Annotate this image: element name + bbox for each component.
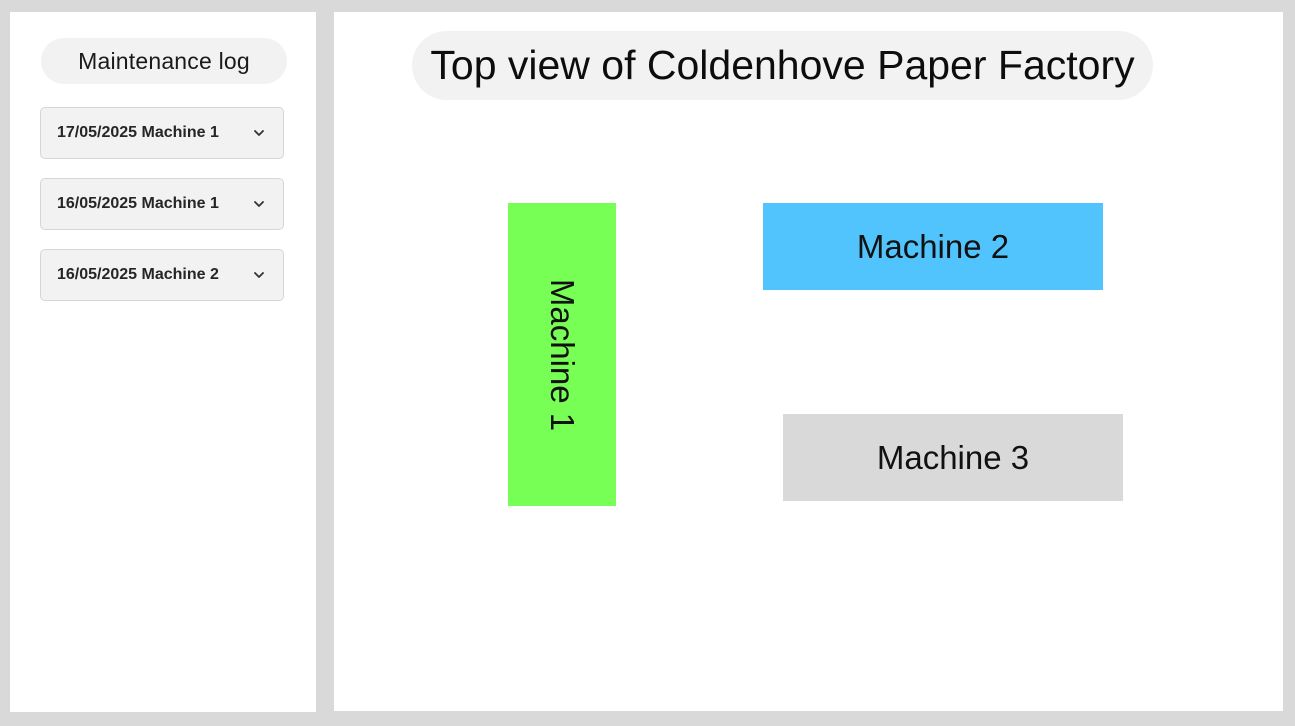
maintenance-log-title: Maintenance log [41,38,287,84]
maintenance-sidebar: Maintenance log 17/05/2025 Machine 1 16/… [10,12,316,712]
log-entry-16-05-machine-1[interactable]: 16/05/2025 Machine 1 [40,178,284,230]
machine-2-block[interactable]: Machine 2 [763,203,1103,290]
log-entry-16-05-machine-2[interactable]: 16/05/2025 Machine 2 [40,249,284,301]
machine-3-label: Machine 3 [876,438,1030,476]
log-entry-17-05-machine-1[interactable]: 17/05/2025 Machine 1 [40,107,284,159]
log-entry-label: 17/05/2025 Machine 1 [57,124,219,141]
machine-1-label: Machine 1 [544,278,582,431]
factory-top-view-panel: Top view of Coldenhove Paper Factory Mac… [334,12,1283,711]
chevron-down-icon [251,267,267,283]
page-title: Top view of Coldenhove Paper Factory [412,31,1153,100]
log-entry-label: 16/05/2025 Machine 1 [57,195,219,212]
machine-2-label: Machine 2 [856,227,1010,265]
log-entry-label: 16/05/2025 Machine 2 [57,266,219,283]
machine-1-block[interactable]: Machine 1 [508,203,616,506]
machine-3-block[interactable]: Machine 3 [783,414,1123,501]
chevron-down-icon [251,125,267,141]
chevron-down-icon [251,196,267,212]
